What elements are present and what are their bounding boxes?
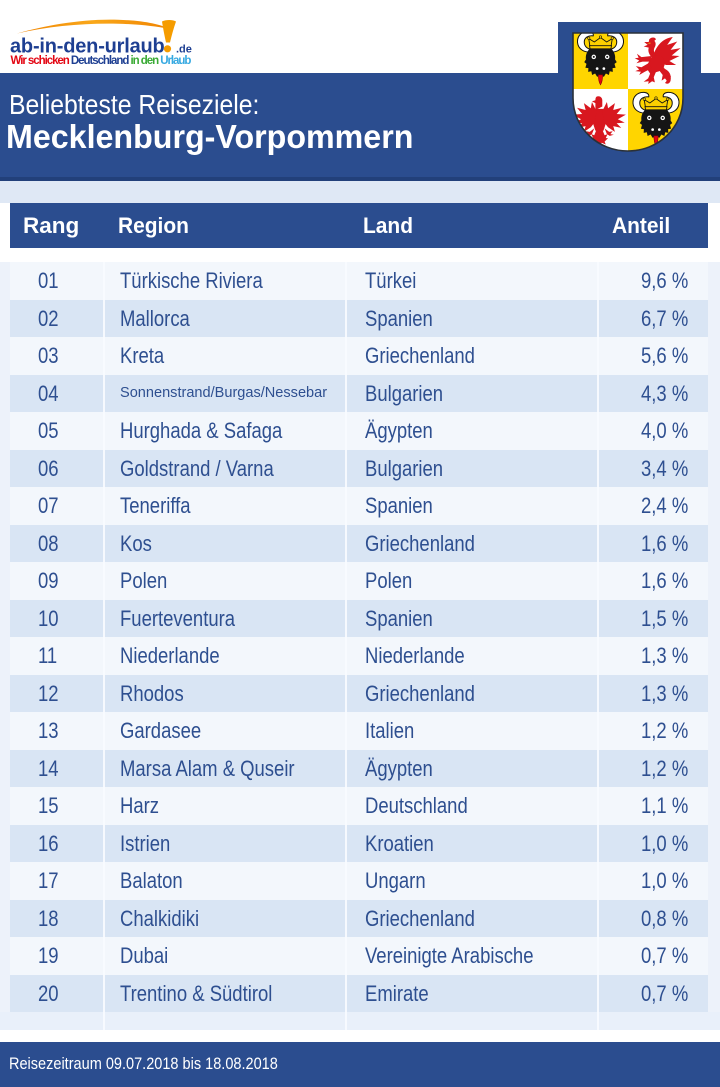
svg-text:.de: .de bbox=[176, 44, 192, 56]
svg-text:ab-in-den-urlaub: ab-in-den-urlaub bbox=[10, 36, 165, 58]
svg-text:Wir schicken Deutschland in de: Wir schicken Deutschland in den Urlaub bbox=[11, 55, 192, 67]
